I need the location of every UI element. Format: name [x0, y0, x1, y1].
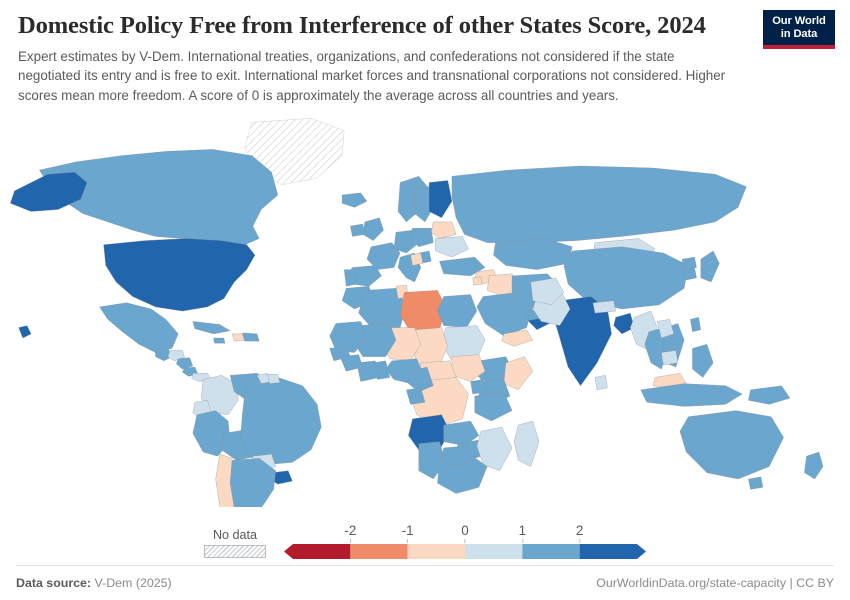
country-botswana[interactable] — [442, 446, 473, 467]
country-china[interactable] — [564, 247, 688, 309]
legend-bin-1[interactable] — [350, 544, 408, 559]
legend-color-scale[interactable]: -2 -1 0 1 2 — [284, 523, 646, 559]
legend-inner: No data -2 -1 0 1 2 — [0, 523, 850, 559]
country-haiti[interactable] — [232, 334, 244, 341]
country-dominican-republic[interactable] — [243, 333, 260, 341]
country-poland[interactable] — [410, 228, 433, 247]
legend-bin-5[interactable] — [579, 544, 646, 559]
country-brazil[interactable] — [240, 378, 321, 465]
country-chile[interactable] — [216, 454, 239, 507]
country-zambia[interactable] — [444, 421, 479, 446]
country-madagascar[interactable] — [514, 421, 539, 467]
country-united-states[interactable] — [104, 239, 255, 312]
data-source-label: Data source: — [16, 576, 92, 590]
country-taiwan[interactable] — [690, 318, 700, 333]
legend-tick-0: 0 — [461, 523, 469, 543]
legend-tick--1: -1 — [402, 523, 414, 543]
country-cuba[interactable] — [193, 322, 230, 334]
country-guatemala[interactable] — [155, 349, 172, 361]
country-namibia[interactable] — [419, 442, 446, 479]
country-bosnia-and-herzegovina[interactable] — [410, 253, 422, 265]
logo-spacer — [763, 41, 835, 45]
legend-bin-0[interactable] — [284, 544, 351, 559]
no-data-label: No data — [212, 528, 258, 542]
country-indonesia[interactable] — [641, 384, 743, 407]
country-uganda[interactable] — [471, 380, 488, 395]
country-kazakhstan[interactable] — [493, 239, 572, 270]
logo-line-2: in Data — [780, 27, 818, 40]
legend-bin-3[interactable] — [465, 544, 523, 559]
country-laos[interactable] — [657, 320, 674, 339]
owid-logo[interactable]: Our World in Data — [763, 10, 835, 49]
country-ukraine[interactable] — [435, 237, 468, 258]
country-tanzania[interactable] — [475, 392, 512, 421]
country-lebanon[interactable] — [473, 277, 482, 285]
country-bangladesh[interactable] — [614, 313, 635, 334]
country-australia[interactable] — [680, 411, 784, 479]
country-mozambique[interactable] — [477, 427, 512, 471]
country-nicaragua[interactable] — [176, 358, 193, 369]
country-iceland[interactable] — [342, 193, 367, 208]
world-map-svg[interactable] — [0, 105, 850, 507]
attribution-link[interactable]: OurWorldinData.org/state-capacity | CC B… — [596, 576, 834, 590]
legend-gradient-bar[interactable] — [284, 544, 646, 559]
country-gabon[interactable] — [406, 388, 425, 405]
legend-bin-2[interactable] — [407, 544, 465, 559]
data-source: Data source: V-Dem (2025) — [16, 576, 172, 590]
country-mexico[interactable] — [100, 303, 179, 353]
country-argentina[interactable] — [228, 458, 276, 507]
country-united-kingdom[interactable] — [363, 218, 384, 241]
map-legend: No data -2 -1 0 1 2 — [0, 507, 850, 565]
country-portugal[interactable] — [344, 270, 356, 287]
country-saudi-arabia[interactable] — [477, 293, 533, 337]
country-tasmania[interactable] — [748, 477, 763, 489]
country-ireland[interactable] — [350, 224, 365, 236]
country-suriname[interactable] — [267, 375, 279, 384]
country-south-africa[interactable] — [437, 456, 487, 493]
country-cambodia[interactable] — [661, 351, 678, 366]
country-egypt[interactable] — [437, 295, 476, 328]
country-north-korea[interactable] — [682, 257, 697, 269]
country-philippines[interactable] — [692, 344, 713, 377]
legend-no-data[interactable]: No data — [204, 528, 266, 559]
country-sri-lanka[interactable] — [595, 376, 607, 391]
country-jamaica[interactable] — [214, 338, 225, 343]
country-yemen[interactable] — [502, 330, 533, 347]
legend-tick-1: 1 — [519, 523, 526, 543]
country-sweden[interactable] — [415, 187, 434, 222]
logo-line-1: Our World — [772, 15, 826, 27]
country-iraq[interactable] — [487, 274, 518, 297]
page-title: Domestic Policy Free from Interference o… — [18, 12, 706, 39]
world-map[interactable] — [0, 105, 850, 507]
chart-header: Domestic Policy Free from Interference o… — [0, 0, 850, 105]
country-hawaii[interactable] — [19, 326, 31, 338]
country-finland[interactable] — [429, 181, 452, 218]
no-data-swatch[interactable] — [204, 545, 266, 558]
country-france[interactable] — [367, 243, 400, 270]
legend-tick-2: 2 — [576, 523, 583, 543]
country-papua-new-guinea[interactable] — [748, 386, 789, 405]
country-japan[interactable] — [701, 251, 720, 282]
legend-tick--2: -2 — [344, 523, 356, 543]
country-alaska[interactable] — [10, 172, 87, 211]
country-afghanistan[interactable] — [531, 278, 564, 305]
country-belarus[interactable] — [431, 222, 456, 239]
legend-bin-4[interactable] — [522, 544, 580, 559]
country-new-zealand[interactable] — [804, 452, 823, 479]
country-colombia[interactable] — [201, 376, 238, 415]
legend-tick-labels: -2 -1 0 1 2 — [284, 523, 646, 543]
country-mauritania[interactable] — [330, 322, 367, 353]
chart-footer: Data source: V-Dem (2025) OurWorldinData… — [16, 565, 834, 600]
country-nepal[interactable] — [593, 301, 616, 313]
data-source-value: V-Dem (2025) — [94, 576, 172, 590]
country-ivory-coast[interactable] — [357, 361, 380, 382]
country-cameroon[interactable] — [408, 367, 433, 392]
country-canada[interactable] — [39, 150, 277, 247]
chart-subtitle: Expert estimates by V-Dem. International… — [18, 48, 726, 103]
country-russia[interactable] — [452, 166, 746, 243]
